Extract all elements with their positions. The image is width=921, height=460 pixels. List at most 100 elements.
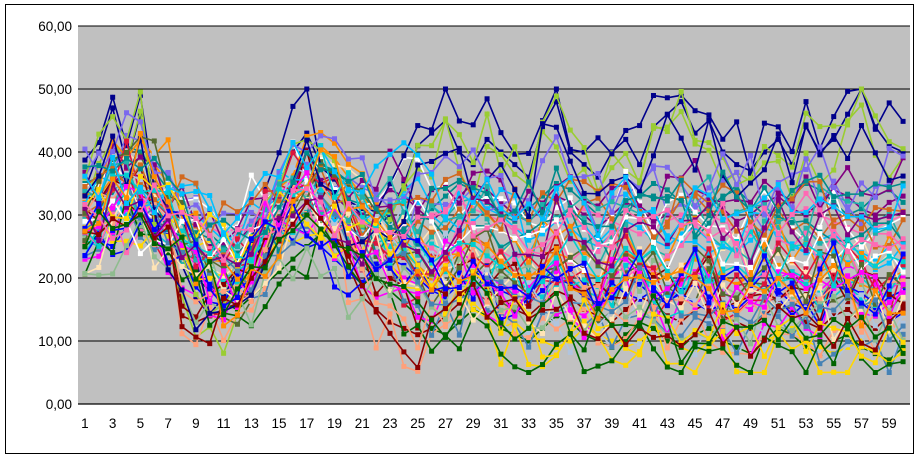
data-point (526, 206, 532, 212)
data-point (817, 271, 823, 277)
data-point (872, 212, 878, 218)
data-point (734, 221, 740, 227)
data-point (637, 249, 643, 255)
y-tick-label: 10,00 (38, 334, 72, 349)
data-point (609, 218, 615, 224)
data-point (221, 295, 227, 301)
data-point (748, 265, 754, 271)
data-point (442, 306, 448, 312)
data-point (706, 341, 712, 347)
data-point (359, 194, 365, 200)
data-point (110, 238, 116, 244)
data-point (817, 152, 823, 158)
data-point (609, 280, 615, 286)
data-point (803, 319, 809, 325)
data-point (886, 184, 892, 190)
data-point (234, 244, 240, 250)
data-point (373, 191, 379, 197)
data-point (221, 281, 227, 287)
data-point (442, 201, 448, 207)
data-point (526, 232, 532, 238)
data-point (498, 199, 504, 205)
data-point (96, 214, 102, 220)
data-point (110, 271, 116, 277)
data-point (124, 243, 130, 249)
data-point (900, 275, 906, 281)
data-point (900, 331, 906, 337)
data-point (415, 194, 421, 200)
data-point (720, 206, 726, 212)
data-point (96, 232, 102, 238)
data-point (637, 320, 643, 326)
data-point (623, 362, 629, 368)
data-point (193, 196, 199, 202)
data-point (248, 299, 254, 305)
data-point (137, 181, 143, 187)
data-point (595, 174, 601, 180)
data-point (262, 193, 268, 199)
data-point (512, 322, 518, 328)
data-point (872, 323, 878, 329)
data-point (234, 250, 240, 256)
data-point (96, 208, 102, 214)
data-point (623, 225, 629, 231)
data-point (900, 278, 906, 284)
data-point (872, 281, 878, 287)
data-point (498, 300, 504, 306)
data-point (221, 288, 227, 294)
data-point (470, 208, 476, 214)
data-point (498, 316, 504, 322)
data-point (872, 205, 878, 211)
data-point (151, 197, 157, 203)
data-point (581, 220, 587, 226)
data-point (637, 162, 643, 168)
data-point (345, 186, 351, 192)
data-point (734, 194, 740, 200)
data-point (248, 279, 254, 285)
data-point (817, 320, 823, 326)
data-point (332, 265, 338, 271)
data-point (456, 251, 462, 257)
data-point (900, 217, 906, 223)
data-point (720, 282, 726, 288)
data-point (664, 219, 670, 225)
data-point (456, 233, 462, 239)
data-point (456, 167, 462, 173)
data-point (512, 235, 518, 241)
data-point (512, 364, 518, 370)
data-point (720, 209, 726, 215)
data-point (512, 251, 518, 257)
data-point (318, 177, 324, 183)
data-point (193, 334, 199, 340)
data-point (706, 208, 712, 214)
data-point (581, 328, 587, 334)
data-point (789, 301, 795, 307)
data-point (664, 294, 670, 300)
data-point (415, 162, 421, 168)
data-point (82, 187, 88, 193)
data-point (803, 156, 809, 162)
data-point (858, 320, 864, 326)
data-point (858, 269, 864, 275)
data-point (110, 162, 116, 168)
data-point (886, 199, 892, 205)
data-point (207, 259, 213, 265)
data-point (429, 171, 435, 177)
data-point (886, 280, 892, 286)
data-point (359, 215, 365, 221)
data-point (845, 226, 851, 232)
data-point (193, 314, 199, 320)
data-point (623, 168, 629, 174)
data-point (803, 248, 809, 254)
data-point (553, 217, 559, 223)
data-point (442, 286, 448, 292)
data-point (151, 241, 157, 247)
data-point (595, 320, 601, 326)
data-point (415, 368, 421, 374)
data-point (110, 235, 116, 241)
data-point (831, 184, 837, 190)
data-point (817, 231, 823, 237)
data-point (262, 229, 268, 235)
data-point (401, 275, 407, 281)
data-point (124, 216, 130, 222)
